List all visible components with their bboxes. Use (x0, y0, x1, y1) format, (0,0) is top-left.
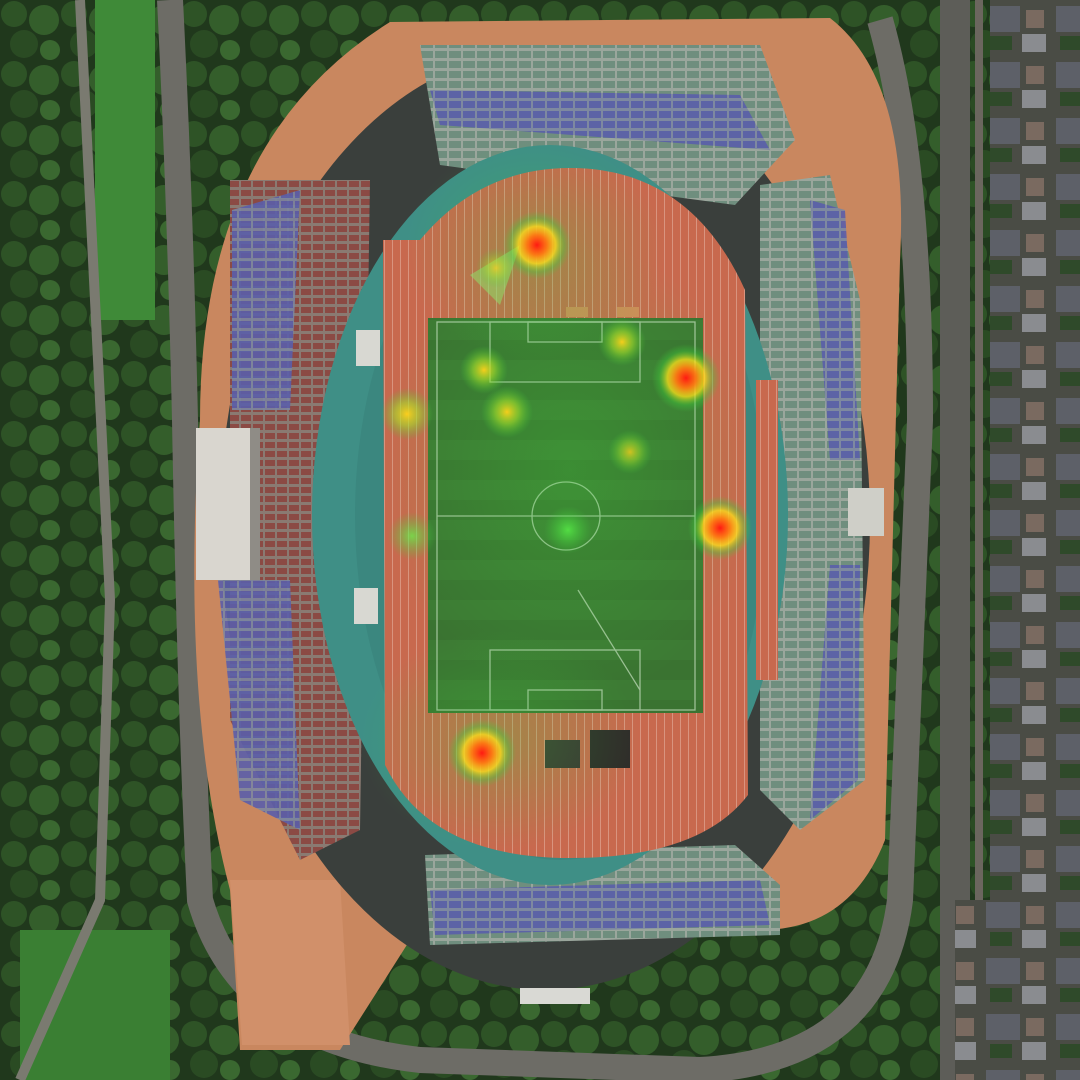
road-left-path (15, 0, 116, 1080)
grass-strip-left (95, 0, 155, 320)
stand-south-blue (430, 880, 770, 935)
heat-spot-5 (381, 388, 433, 440)
heat-spot-10 (544, 506, 592, 554)
heat-spot-6 (481, 386, 533, 438)
heat-spot-8 (598, 318, 646, 366)
road-right-rail (975, 0, 983, 1080)
heat-spot-4 (448, 719, 516, 787)
heat-spot-1 (503, 211, 571, 279)
residential-area-lower (955, 900, 1080, 1080)
heat-wash-center (380, 240, 760, 700)
heat-spot-7 (460, 346, 508, 394)
infield-throw-area (354, 588, 378, 624)
concourse-west-plaza (230, 880, 350, 1045)
broadcast-booth (848, 488, 884, 536)
grass-field-bottom-left (20, 930, 170, 1080)
heatmap-overlay (360, 140, 760, 850)
heat-spot-9 (608, 430, 652, 474)
stand-east-blue (810, 200, 860, 460)
infield-long-jump (356, 330, 380, 366)
stand-west-blue (232, 190, 300, 410)
heat-spot-2 (652, 344, 720, 412)
main-stand-roof-shadow (250, 428, 260, 580)
main-stand-roof (196, 428, 258, 580)
stand-east-blue-lower (810, 565, 860, 820)
track-straight-east (756, 380, 778, 680)
stand-west-blue-lower (218, 580, 300, 830)
stand-north-blue (430, 90, 770, 150)
service-building-south (520, 988, 590, 1004)
heat-spot-11 (388, 512, 436, 560)
heat-spot-12 (476, 248, 516, 288)
heat-spot-3 (688, 496, 752, 560)
